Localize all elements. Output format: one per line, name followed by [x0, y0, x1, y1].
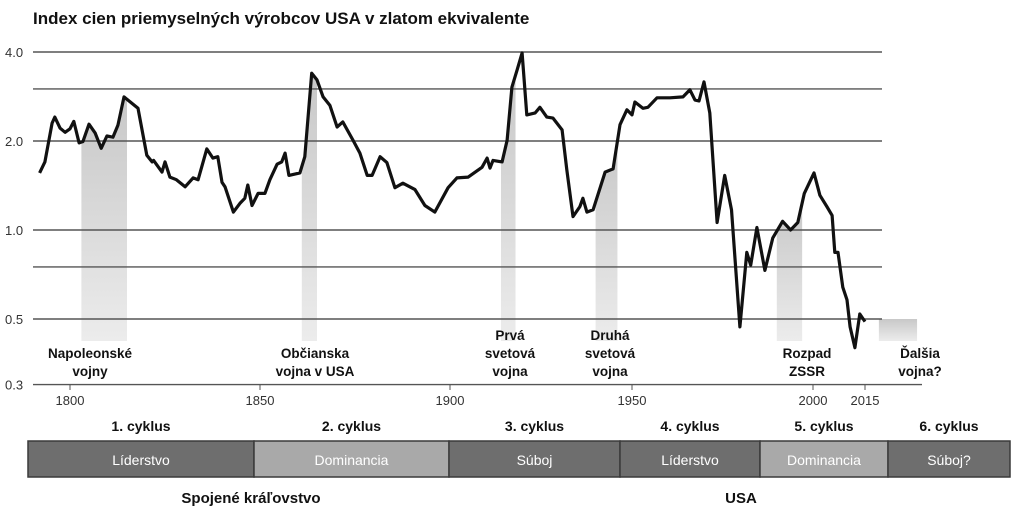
x-tick-label: 2015 [851, 393, 880, 408]
period-label-line: Rozpad [783, 346, 832, 361]
shaded-period-band [776, 204, 803, 341]
period-label-line: vojna v USA [276, 364, 355, 379]
cycle-phase-label: Dominancia [787, 452, 861, 468]
y-tick-label: 0.3 [5, 378, 23, 393]
x-tick-label: 1800 [56, 393, 85, 408]
cycle-phase-segment [619, 440, 761, 478]
cycle-label: 6. cyklus [919, 418, 978, 434]
period-label: Ďalšia vojna? [898, 346, 942, 379]
period-label-line: Občianska [281, 346, 350, 361]
x-tick-label: 1900 [436, 393, 465, 408]
period-labels: Napoleonské vojny Občianska vojna v USA Prvá… [48, 328, 942, 379]
series-line [38, 51, 867, 350]
x-tick-label: 1950 [618, 393, 647, 408]
x-tick-label: 1850 [246, 393, 275, 408]
cycle-phase-segment [27, 440, 255, 478]
period-label-line: svetová [485, 346, 536, 361]
y-tick-label: 1.0 [5, 223, 23, 238]
y-tick-label: 0.5 [5, 312, 23, 327]
cycle-label: 2. cyklus [322, 418, 381, 434]
cycle-phase-label: Súboj [517, 452, 553, 468]
period-label: Napoleonské vojny [48, 346, 133, 379]
period-label: Prvá svetová vojna [485, 328, 536, 379]
cycle-label: 3. cyklus [505, 418, 564, 434]
shaded-period-band [301, 75, 317, 342]
period-label: Občianska vojna v USA [276, 346, 355, 379]
period-label-line: Druhá [590, 328, 629, 343]
period-label: Rozpad ZSSR [783, 346, 832, 379]
country-labels: Spojené kráľovstvo USA [181, 490, 757, 507]
cycle-label: 4. cyklus [660, 418, 719, 434]
shaded-period-band [500, 76, 516, 342]
y-tick-label: 2.0 [5, 134, 23, 149]
cycle-phase-label: Líderstvo [661, 452, 719, 468]
cycle-label: 1. cyklus [111, 418, 170, 434]
shaded-periods [81, 75, 918, 342]
cycle-phase-label: Líderstvo [112, 452, 170, 468]
cycle-phase-label: Dominancia [315, 452, 389, 468]
period-label-line: vojny [72, 364, 108, 379]
period-label-line: ZSSR [789, 364, 825, 379]
period-label-line: vojna? [898, 364, 942, 379]
period-label-line: svetová [585, 346, 636, 361]
cycle-phase-label: Súboj? [927, 452, 971, 468]
cycle-bar: 1. cyklus Líderstvo 2. cyklus Dominancia 3. … [27, 418, 1011, 478]
cycle-phase-segment [759, 440, 889, 478]
shaded-period-band [878, 319, 918, 341]
country-label: Spojené kráľovstvo [181, 490, 320, 507]
chart-title: Index cien priemyselných výrobcov USA v … [33, 9, 529, 28]
y-axis: 4.0 2.0 1.0 0.5 0.3 [5, 45, 23, 393]
cycle-label: 5. cyklus [794, 418, 853, 434]
country-label: USA [725, 490, 757, 507]
period-label-line: Napoleonské [48, 346, 133, 361]
cycle-phase-segment [253, 440, 450, 478]
cycle-phase-segment [887, 440, 1011, 478]
x-axis: 1800 1850 1900 1950 2000 2015 [56, 385, 880, 408]
x-tick-label: 2000 [799, 393, 828, 408]
shaded-period-band [595, 141, 618, 341]
y-tick-label: 4.0 [5, 45, 23, 60]
shaded-period-band [81, 99, 127, 341]
period-label-line: Prvá [495, 328, 525, 343]
period-label-line: vojna [592, 364, 628, 379]
period-label-line: Ďalšia [900, 346, 940, 361]
period-label-line: vojna [492, 364, 528, 379]
cycle-phase-segment [448, 440, 621, 478]
period-label: Druhá svetová vojna [585, 328, 636, 379]
